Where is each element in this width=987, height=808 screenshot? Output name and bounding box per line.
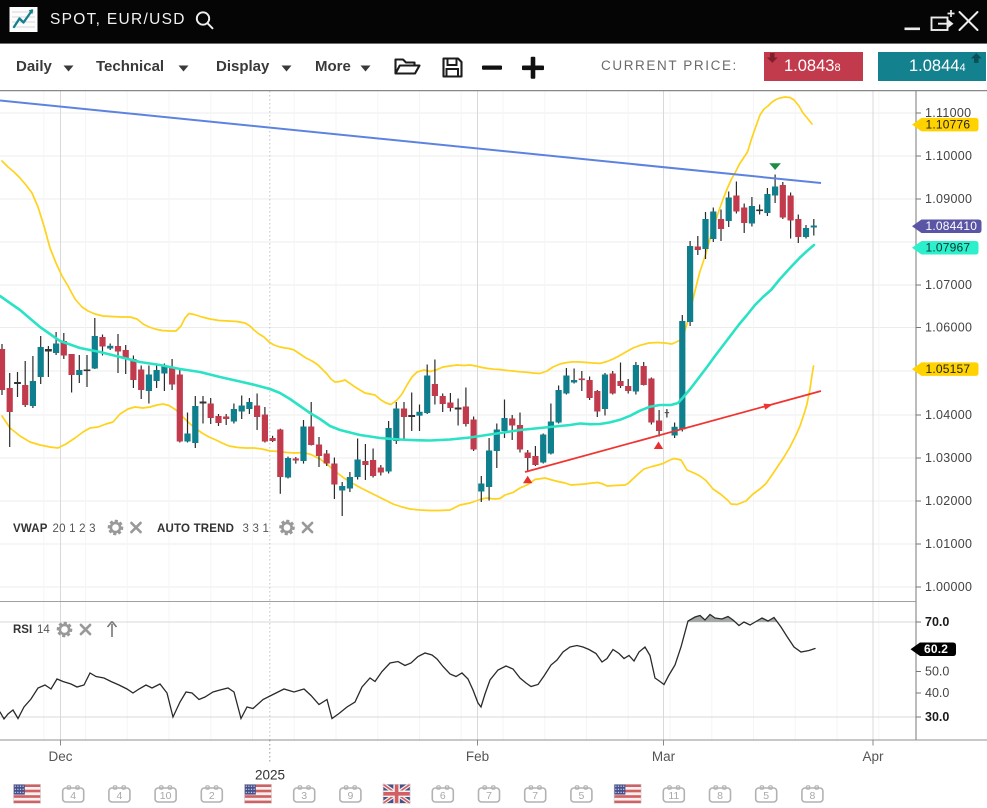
svg-text:1.02000: 1.02000 bbox=[925, 494, 972, 508]
svg-text:4: 4 bbox=[116, 790, 122, 802]
svg-text:1.07967: 1.07967 bbox=[926, 241, 971, 255]
svg-text:1.00000: 1.00000 bbox=[925, 580, 972, 594]
svg-text:AUTO TREND: AUTO TREND bbox=[157, 523, 234, 535]
svg-text:14: 14 bbox=[37, 624, 50, 636]
svg-text:3: 3 bbox=[301, 790, 307, 802]
svg-text:9: 9 bbox=[347, 790, 353, 802]
svg-text:1.11000: 1.11000 bbox=[925, 106, 971, 120]
svg-text:1.084410: 1.084410 bbox=[926, 219, 978, 233]
svg-text:1.10776: 1.10776 bbox=[926, 118, 971, 132]
svg-text:7: 7 bbox=[532, 790, 538, 802]
svg-text:20 1 2 3: 20 1 2 3 bbox=[53, 523, 96, 535]
svg-text:VWAP: VWAP bbox=[13, 523, 48, 535]
svg-text:8: 8 bbox=[717, 790, 723, 802]
svg-text:30.0: 30.0 bbox=[925, 710, 949, 724]
svg-text:1.06000: 1.06000 bbox=[925, 321, 972, 335]
svg-text:70.0: 70.0 bbox=[925, 615, 949, 629]
svg-text:1.10000: 1.10000 bbox=[925, 149, 972, 163]
svg-text:6: 6 bbox=[440, 790, 446, 802]
svg-text:RSI: RSI bbox=[13, 624, 32, 636]
svg-text:3 3 1: 3 3 1 bbox=[243, 523, 270, 535]
svg-text:10: 10 bbox=[160, 790, 172, 802]
svg-text:Feb: Feb bbox=[466, 749, 489, 764]
svg-text:8: 8 bbox=[809, 790, 815, 802]
svg-text:5: 5 bbox=[578, 790, 584, 802]
svg-text:1.05157: 1.05157 bbox=[926, 362, 971, 376]
svg-text:1.07000: 1.07000 bbox=[925, 278, 972, 292]
svg-text:1.09000: 1.09000 bbox=[925, 192, 972, 206]
svg-text:5: 5 bbox=[763, 790, 769, 802]
svg-text:40.0: 40.0 bbox=[925, 686, 949, 700]
svg-text:1.03000: 1.03000 bbox=[925, 451, 972, 465]
svg-text:Apr: Apr bbox=[862, 749, 884, 764]
svg-text:Dec: Dec bbox=[48, 749, 72, 764]
svg-text:11: 11 bbox=[668, 790, 679, 802]
svg-text:Mar: Mar bbox=[652, 749, 676, 764]
svg-text:50.0: 50.0 bbox=[925, 665, 949, 679]
svg-text:1.01000: 1.01000 bbox=[925, 537, 972, 551]
svg-text:2: 2 bbox=[209, 790, 215, 802]
svg-text:2025: 2025 bbox=[255, 768, 285, 783]
svg-text:1.04000: 1.04000 bbox=[925, 408, 972, 422]
svg-text:60.2: 60.2 bbox=[924, 642, 948, 656]
svg-text:4: 4 bbox=[70, 790, 76, 802]
svg-text:7: 7 bbox=[486, 790, 492, 802]
